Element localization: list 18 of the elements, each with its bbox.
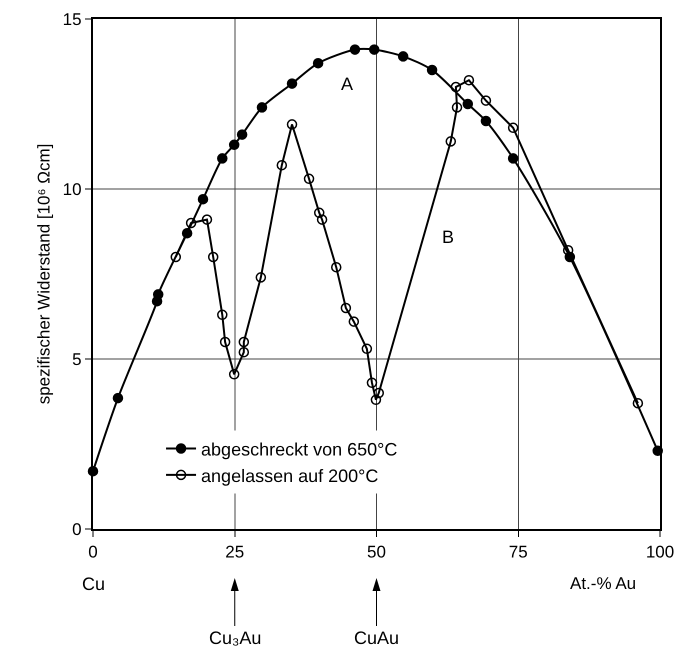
annotation: B — [442, 227, 454, 247]
y-tick-label: 10 — [62, 180, 82, 199]
x-tick-label: 25 — [225, 542, 244, 562]
y-axis-title: spezifischer Widerstand [10⁶ Ωcm] — [34, 144, 54, 404]
text: Cu — [82, 574, 106, 594]
x-tick-label: 75 — [508, 542, 528, 562]
x-tick-label: 0 — [88, 542, 98, 562]
legend-label: angelassen auf 200°C — [201, 466, 378, 486]
y-tick-label: 5 — [72, 350, 82, 369]
text: Cu₃Au — [209, 628, 262, 648]
y-tick-label: 0 — [72, 520, 82, 539]
x-tick-label: 50 — [367, 542, 386, 562]
x-tick-label: 100 — [646, 542, 674, 562]
x-axis-title: At.-% Au — [570, 574, 636, 593]
annotation: A — [341, 74, 354, 94]
legend-label: abgeschreckt von 650°C — [201, 440, 398, 460]
y-tick-label: 15 — [62, 10, 82, 29]
text: CuAu — [354, 628, 400, 648]
